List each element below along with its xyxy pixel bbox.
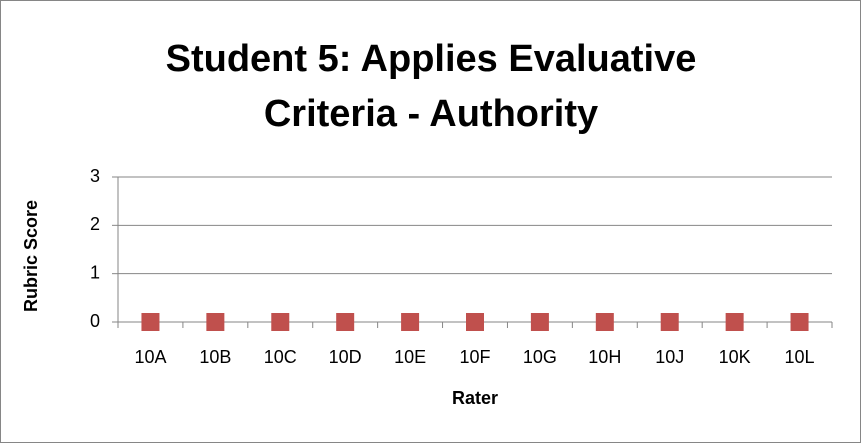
- x-axis-label: Rater: [452, 388, 498, 408]
- x-tick-label: 10G: [523, 347, 557, 367]
- x-tick-label: 10B: [199, 347, 231, 367]
- marker: [790, 313, 809, 331]
- x-tick-label: 10L: [785, 347, 815, 367]
- x-tick-label: 10K: [719, 347, 751, 367]
- marker: [725, 313, 744, 331]
- x-tick-label: 10F: [459, 347, 490, 367]
- y-tick-label: 3: [90, 166, 100, 186]
- marker: [401, 313, 420, 331]
- marker: [141, 313, 160, 331]
- x-tick-label: 10H: [588, 347, 621, 367]
- marker: [206, 313, 225, 331]
- marker: [336, 313, 355, 331]
- x-tick-label: 10C: [264, 347, 297, 367]
- x-tick-label: 10D: [329, 347, 362, 367]
- y-axis-label: Rubric Score: [21, 200, 41, 312]
- marker: [595, 313, 614, 331]
- x-tick-label: 10E: [394, 347, 426, 367]
- y-tick-label: 2: [90, 214, 100, 234]
- y-tick-label: 0: [90, 311, 100, 331]
- marker: [660, 313, 679, 331]
- x-tick-label: 10A: [134, 347, 166, 367]
- y-tick-label: 1: [90, 262, 100, 282]
- x-tick-label: 10J: [655, 347, 684, 367]
- marker: [530, 313, 549, 331]
- marker: [271, 313, 290, 331]
- marker: [466, 313, 484, 331]
- chart-title: Student 5: Applies Evaluative Criteria -…: [165, 38, 697, 135]
